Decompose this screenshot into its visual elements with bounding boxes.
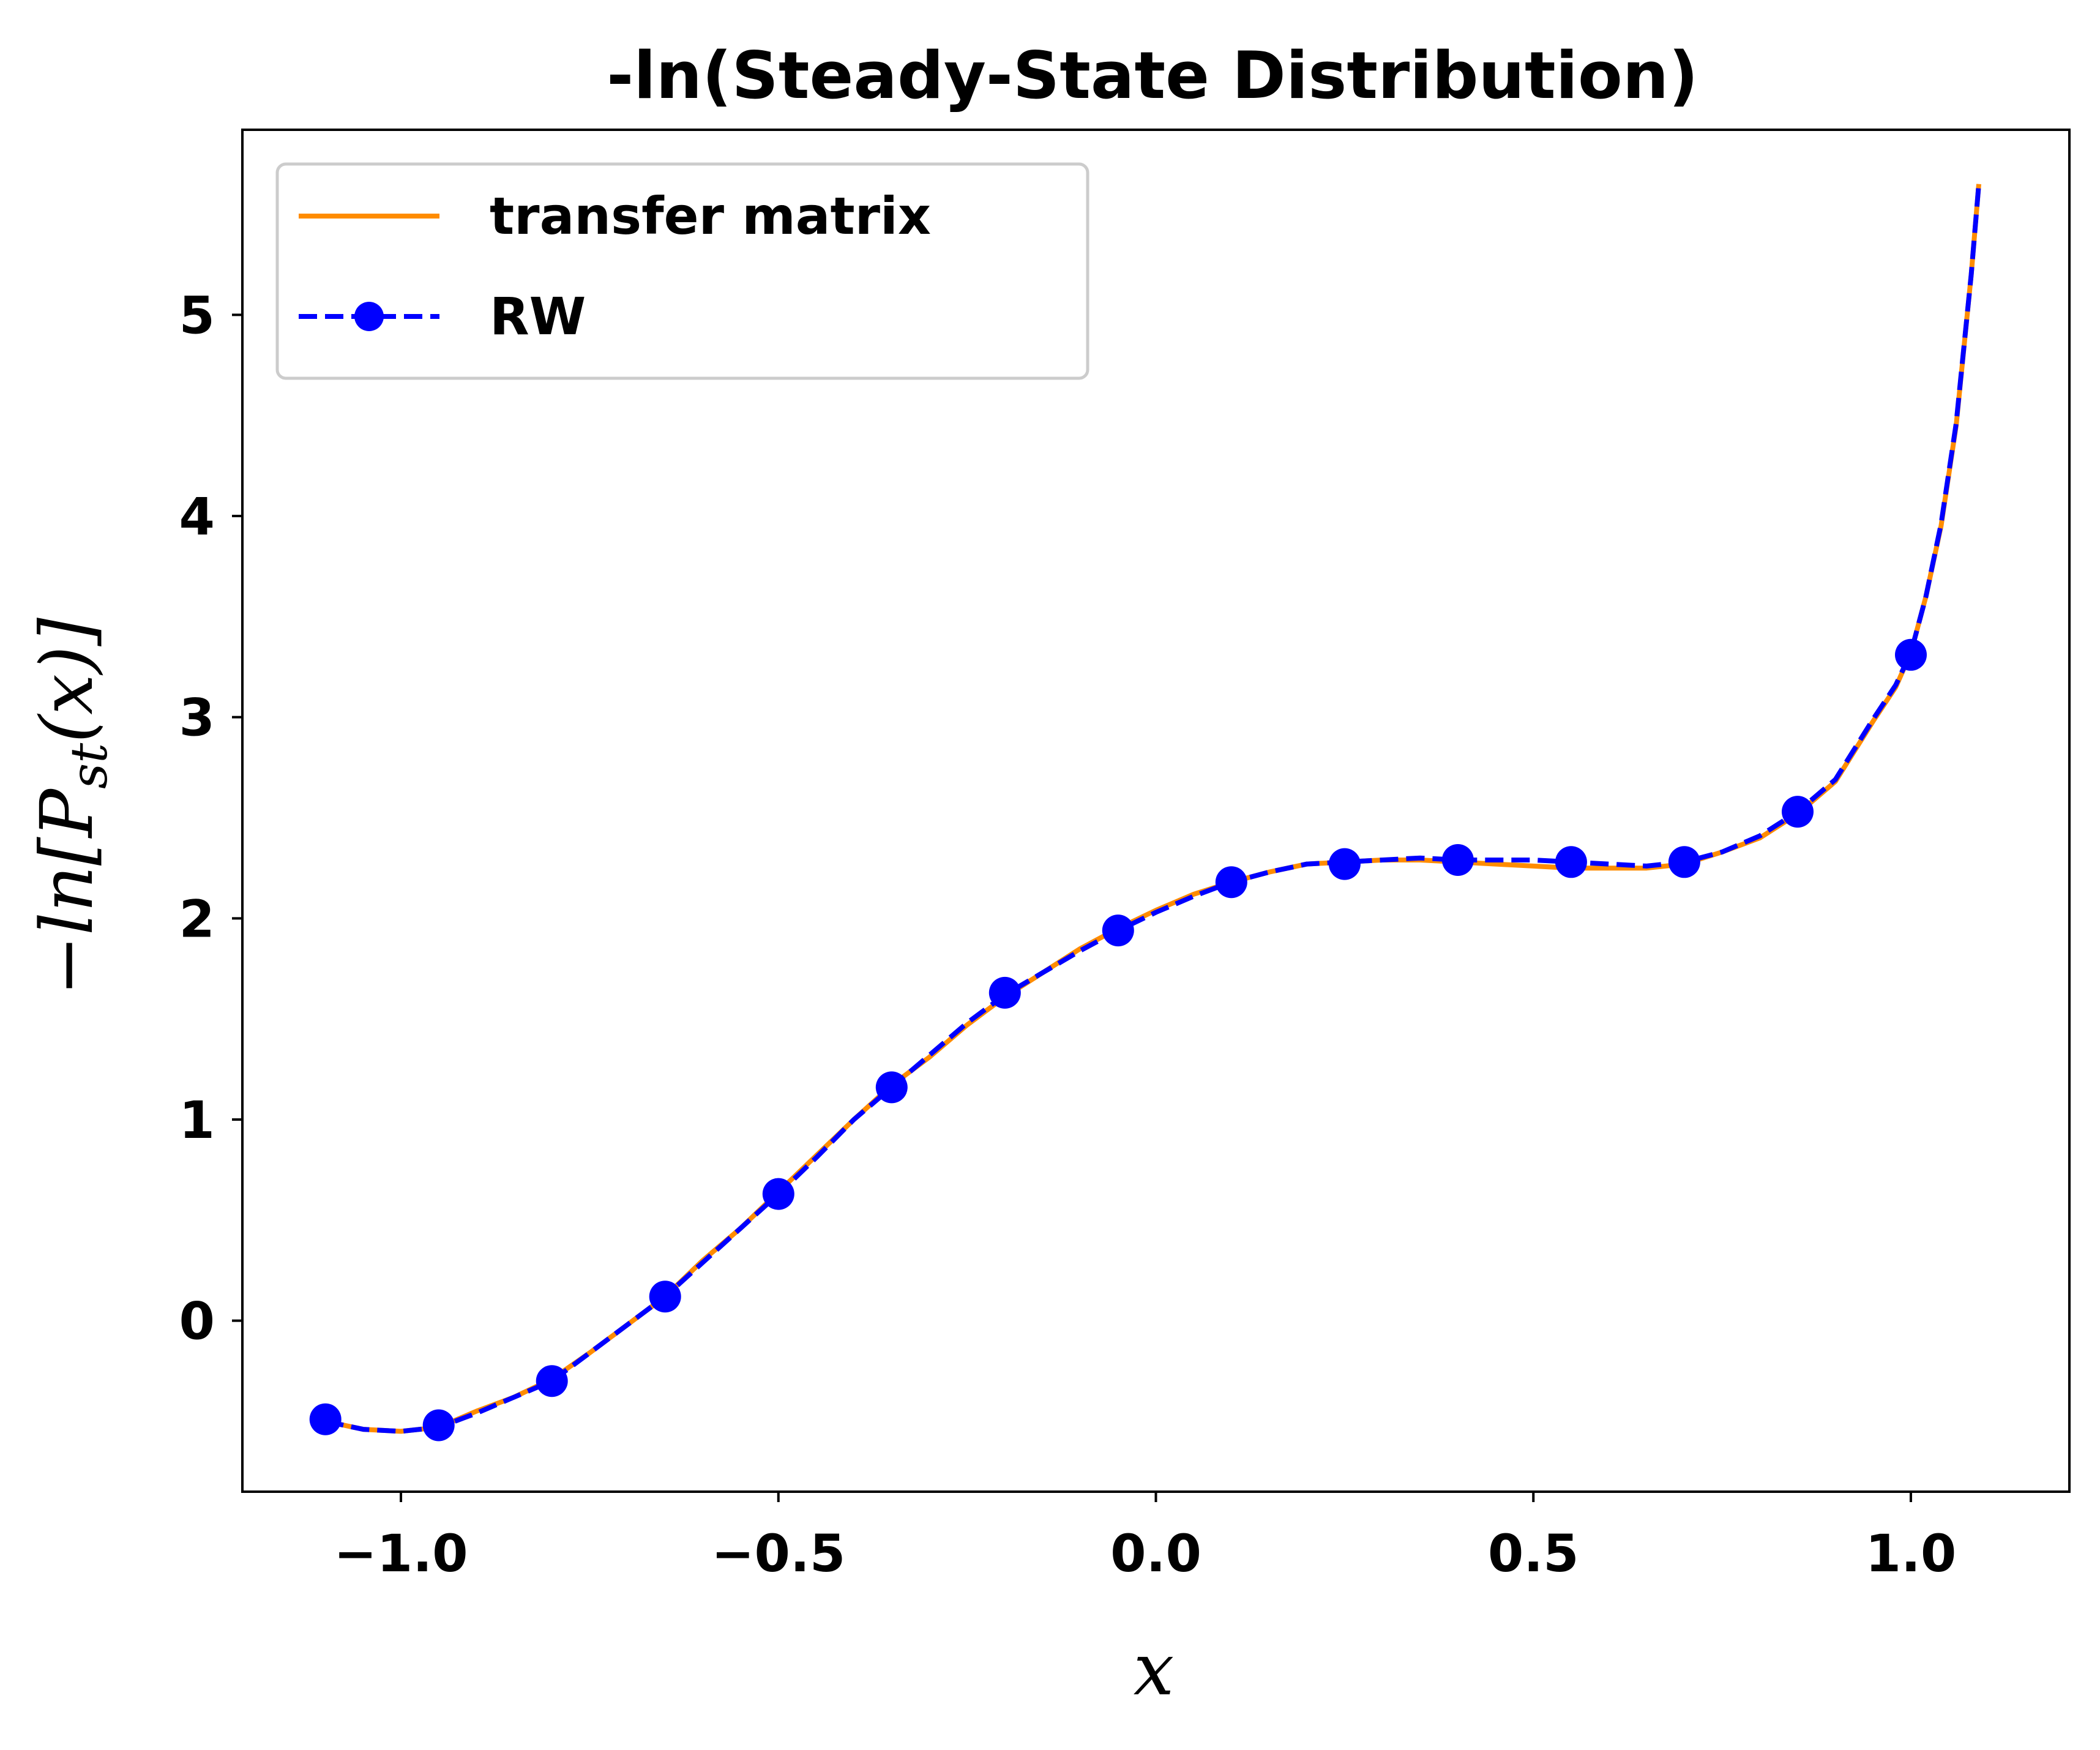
y-tick-label: 0 [179,1292,215,1352]
rw-point [1782,796,1814,828]
x-axis-label: x [1134,1627,1175,1711]
rw-point [536,1365,568,1397]
y-tick-label: 2 [179,889,215,949]
y-axis-label-sub: st [61,742,119,789]
rw-point [1895,638,1927,671]
y-tick-label: 3 [179,688,215,748]
rw-point [1555,846,1587,878]
rw-point [1441,844,1474,876]
y-tick-label: 1 [179,1090,215,1150]
chart-title: -ln(Steady-State Distribution) [607,38,1698,113]
legend-box [275,162,1089,380]
legend-marker-rw [354,302,384,331]
rw-point [875,1071,908,1104]
y-axis-label: −ln[Pst(x)] [24,617,119,996]
x-tick-label: 1.0 [1866,1524,1957,1584]
x-tick-label: −1.0 [334,1524,468,1584]
y-tick-label: 5 [179,285,215,345]
rw-point [422,1409,455,1442]
rw-point [309,1403,342,1435]
x-tick-label: 0.0 [1110,1524,1201,1584]
rw-point [1668,846,1700,878]
y-axis-label-var: P [24,787,109,839]
y-tick-label: 4 [179,487,215,547]
y-axis-label-suffix: (x)] [24,617,109,743]
rw-point [988,976,1021,1009]
legend: transfer matrix RW [275,162,1089,380]
legend-label-transfer-matrix: transfer matrix [490,186,931,246]
rw-point [1215,866,1247,899]
legend-label-rw: RW [490,286,586,346]
rw-point [1102,914,1134,947]
rw-point [762,1178,794,1210]
x-tick-label: −0.5 [711,1524,845,1584]
y-axis-label-prefix: −ln[ [24,836,109,996]
rw-point [1328,848,1361,880]
rw-point [649,1281,681,1313]
x-tick-label: 0.5 [1488,1524,1579,1584]
